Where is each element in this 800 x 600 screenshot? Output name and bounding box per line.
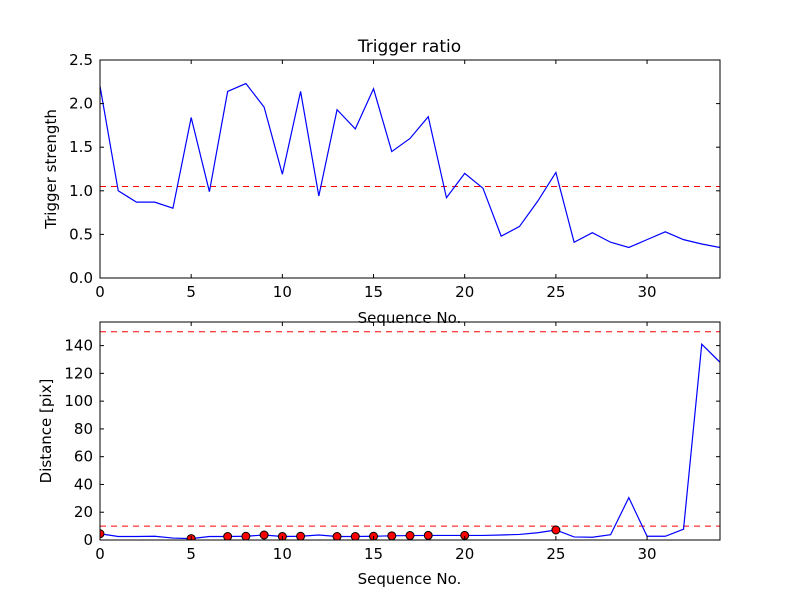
data-marker: [259, 530, 269, 540]
data-marker: [405, 531, 415, 540]
x-tick-label: 5: [186, 283, 196, 301]
data-marker: [223, 532, 233, 540]
y-tick-label: 60: [74, 448, 93, 466]
y-tick-label: 2.0: [69, 95, 93, 113]
x-tick-label: 5: [186, 545, 196, 563]
y-tick-label: 140: [64, 337, 93, 355]
axes-frame: [99, 321, 721, 541]
distance-panel: 0 5 10 15 20 25 30 0 20 40 60 80 100 120 140 Sequence …: [37, 321, 721, 588]
series-line: [100, 82, 720, 249]
x-tick-label: 20: [455, 545, 474, 563]
data-marker: [551, 525, 561, 535]
plot-area: [100, 331, 720, 540]
data-marker: [296, 531, 306, 540]
x-tick-label: 0: [95, 283, 105, 301]
data-marker: [387, 531, 397, 540]
x-tick-label: 0: [95, 545, 105, 563]
y-tick-label: 40: [74, 475, 93, 493]
x-tick-label: 10: [273, 545, 292, 563]
y-tick-label: 1.5: [69, 138, 93, 156]
y-tick-label: 1.0: [69, 182, 93, 200]
y-tick-label: 0.5: [69, 225, 93, 243]
x-axis-label: Sequence No.: [358, 570, 462, 588]
axis-ticks: 0 5 10 15 20 25 30 0.0 0.5 1.0 1.5 2.0 2.5: [69, 51, 720, 301]
x-tick-label: 30: [638, 545, 657, 563]
data-marker: [241, 531, 251, 540]
y-axis-label: Trigger strength: [42, 109, 60, 230]
axes-frame: [99, 59, 721, 279]
plot-area: [100, 82, 720, 249]
y-tick-label: 0: [83, 531, 93, 549]
x-tick-label: 15: [364, 283, 383, 301]
chart-title: Trigger ratio: [357, 37, 461, 57]
x-tick-label: 25: [546, 283, 565, 301]
x-tick-label: 15: [364, 545, 383, 563]
trigger-ratio-panel: Trigger ratio 0 5 10 15 20 25 30 0.0 0.5 1.0 1.5 2.…: [42, 37, 721, 327]
y-tick-label: 2.5: [69, 51, 93, 69]
x-tick-label: 20: [455, 283, 474, 301]
x-tick-label: 30: [638, 283, 657, 301]
y-tick-label: 0.0: [69, 269, 93, 287]
data-marker: [100, 529, 105, 539]
y-tick-label: 100: [64, 392, 93, 410]
y-tick-label: 80: [74, 420, 93, 438]
axis-ticks: 0 5 10 15 20 25 30 0 20 40 60 80 100 120 140: [64, 322, 720, 563]
data-marker: [423, 530, 433, 540]
data-marker: [350, 532, 360, 540]
x-tick-label: 10: [273, 283, 292, 301]
y-axis-label: Distance [pix]: [37, 379, 55, 484]
y-tick-label: 20: [74, 503, 93, 521]
y-tick-label: 120: [64, 364, 93, 382]
data-marker: [332, 532, 342, 540]
x-tick-label: 25: [546, 545, 565, 563]
